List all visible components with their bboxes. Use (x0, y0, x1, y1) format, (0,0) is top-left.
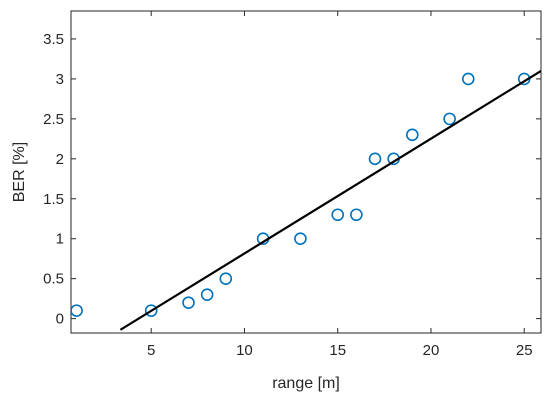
y-tick-label: 3.5 (43, 31, 64, 48)
x-tick-label: 25 (516, 342, 533, 359)
data-point (368, 152, 382, 166)
data-point (71, 304, 83, 317)
x-tick-label: 15 (329, 342, 346, 359)
data-point (200, 288, 214, 301)
data-point (182, 296, 195, 309)
data-point (294, 232, 307, 246)
axes-box (70, 10, 542, 334)
y-tick-label: 2.5 (43, 111, 64, 128)
data-point (331, 208, 345, 222)
data-point (350, 208, 363, 222)
plot-area (71, 69, 541, 331)
data-point (144, 304, 158, 317)
y-tick-label: 0 (56, 311, 64, 328)
data-point (219, 272, 233, 285)
x-tick-label: 20 (423, 342, 440, 359)
axes (70, 10, 542, 334)
x-axis-title: range [m] (272, 375, 340, 392)
y-tick-label: 1 (56, 231, 64, 248)
data-point (443, 112, 456, 126)
x-tick-label: 5 (147, 342, 155, 359)
data-point (406, 128, 419, 142)
y-tick-label: 0.5 (43, 271, 64, 288)
y-tick-label: 3 (56, 71, 64, 88)
fit-line (119, 69, 541, 331)
data-point (461, 72, 475, 86)
y-tick-label: 1.5 (43, 191, 64, 208)
y-axis-title: BER [%] (11, 142, 28, 202)
x-tick-label: 10 (236, 342, 253, 359)
y-tick-label: 2 (56, 151, 64, 168)
tick-labels: 5 10 15 20 25 0 0.5 1 1.5 2 2.5 3 3.5 (43, 31, 532, 359)
